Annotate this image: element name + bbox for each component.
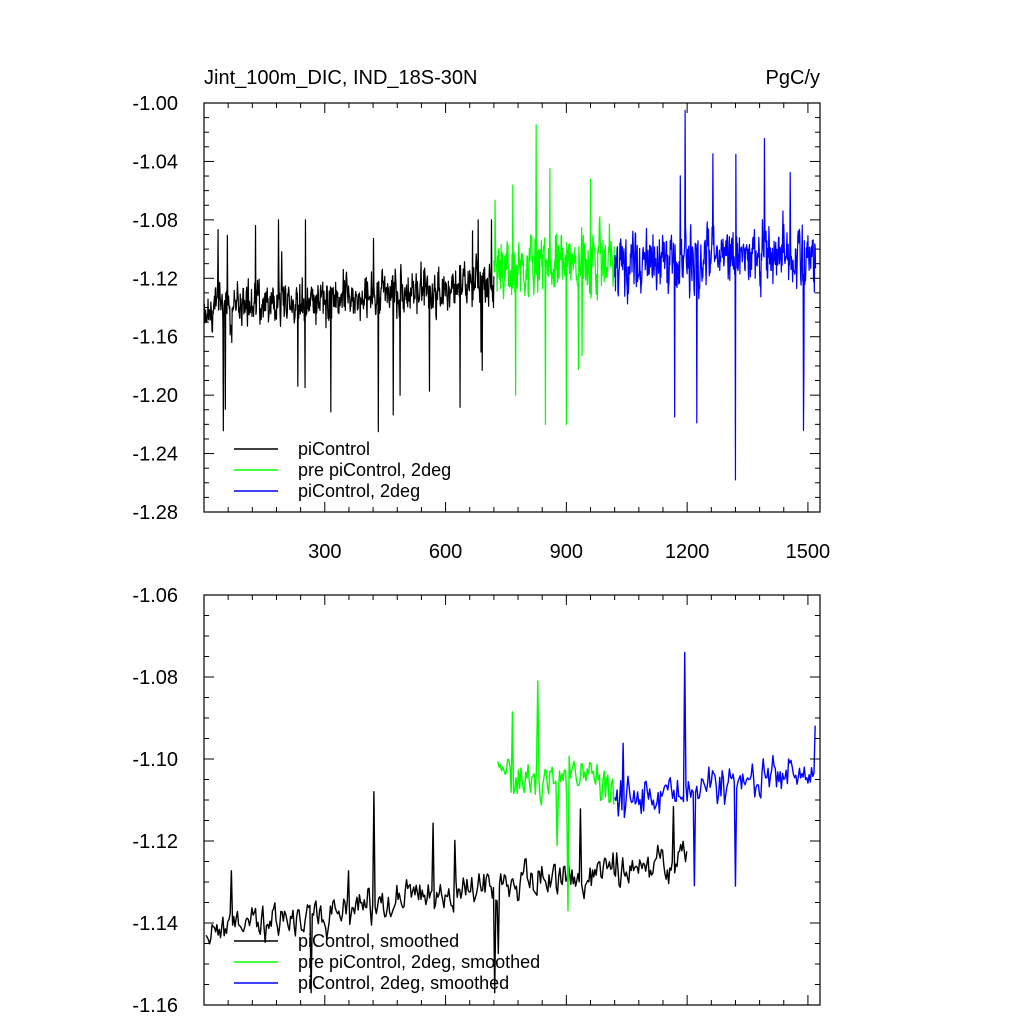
legend-label-2: pre piControl, 2deg (298, 460, 451, 480)
y-tick-label: -1.04 (132, 151, 178, 173)
legend-label-1: piControl, smoothed (298, 931, 459, 951)
y-tick-label: -1.10 (132, 749, 178, 771)
series-line-2 (493, 124, 616, 425)
y-tick-label: -1.06 (132, 585, 178, 607)
x-tick-label: 300 (308, 541, 341, 563)
legend-label-3: piControl, 2deg (298, 481, 420, 501)
bottom-ticks-group: -1.16 -1.14 -1.12 -1.10 -1.08 -1.06 (132, 585, 820, 1017)
y-tick-label: -1.14 (132, 913, 178, 935)
y-tick-label: -1.16 (132, 327, 178, 349)
series-line-3 (614, 109, 817, 481)
y-tick-label: -1.12 (132, 268, 178, 290)
x-tick-label: 900 (550, 541, 583, 563)
y-tick-label: -1.24 (132, 444, 178, 466)
x-tick-label: 600 (429, 541, 462, 563)
legend-label-2: pre piControl, 2deg, smoothed (298, 952, 540, 972)
y-tick-label: -1.16 (132, 995, 178, 1017)
top-ticks-group: -1.28 -1.24 -1.20 -1.16 -1.12 -1.08 -1.04 -1.00… (132, 93, 830, 563)
y-tick-label: -1.08 (132, 667, 178, 689)
top-series-group (203, 109, 817, 481)
legend-label-3: piControl, 2deg, smoothed (298, 973, 509, 993)
series-line-1 (203, 219, 495, 433)
series-line-2 (497, 680, 615, 912)
series-line-1 (205, 791, 688, 994)
series-line-3 (614, 651, 816, 887)
top-panel: Jint_100m_DIC, IND_18S-30N PgC/y -1.28-1… (132, 67, 830, 563)
x-tick-label: 1200 (665, 541, 710, 563)
y-tick-label: -1.00 (132, 93, 178, 115)
y-tick-label: -1.12 (132, 831, 178, 853)
bottom-series-group (205, 651, 816, 994)
units-label: PgC/y (766, 67, 820, 89)
x-tick-label: 1500 (786, 541, 831, 563)
y-tick-label: -1.08 (132, 210, 178, 232)
bottom-panel: -1.16 -1.14 -1.12 -1.10 -1.08 -1.06 piControl… (132, 585, 821, 1017)
legend-label-1: piControl (298, 439, 370, 459)
bottom-plot-frame (203, 594, 821, 1006)
y-tick-label: -1.20 (132, 385, 178, 407)
chart-title: Jint_100m_DIC, IND_18S-30N (204, 67, 477, 89)
y-tick-label: -1.28 (132, 502, 178, 524)
